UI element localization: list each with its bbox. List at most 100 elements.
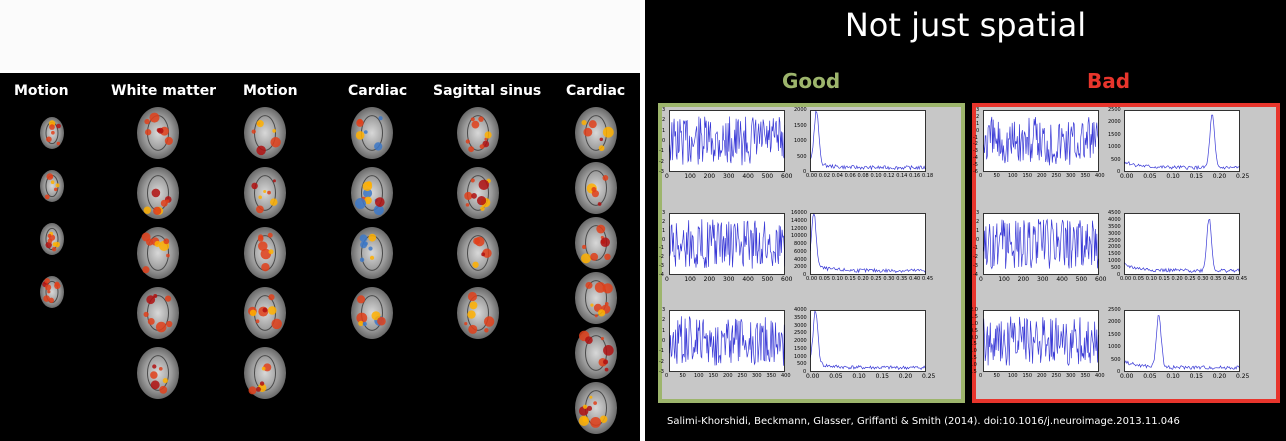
y-tick-label: 0 bbox=[803, 369, 807, 375]
x-tick-label: 600 bbox=[781, 276, 793, 283]
x-tick-label: 100 bbox=[684, 173, 696, 180]
y-tick-label: 1000 bbox=[1108, 344, 1121, 351]
y-tick-label: 1.0 bbox=[970, 320, 978, 327]
y-tick-label: 1000 bbox=[1108, 144, 1121, 151]
y-tick-label: 1500 bbox=[794, 122, 807, 129]
x-tick-label: 350 bbox=[1080, 373, 1091, 379]
y-tick-label: 500 bbox=[1111, 156, 1121, 163]
y-tick-label: -4 bbox=[659, 272, 664, 278]
x-tick-label: 0.10 bbox=[1145, 276, 1157, 282]
plot-svg bbox=[983, 110, 1099, 172]
citation: Salimi-Khorshidi, Beckmann, Glasser, Gri… bbox=[667, 416, 1180, 427]
y-tick-label: 1500 bbox=[794, 345, 807, 352]
y-tick-label: -4 bbox=[973, 155, 978, 162]
brain-slice bbox=[40, 276, 64, 308]
y-tick-label: 3 bbox=[662, 107, 666, 113]
series-line bbox=[810, 213, 926, 274]
y-tick-label: -1 bbox=[659, 348, 664, 355]
y-tick-label: 8000 bbox=[794, 241, 807, 247]
good-spectrum-plot-2 bbox=[810, 213, 926, 275]
brain-slice bbox=[244, 107, 286, 159]
x-tick-label: 0.45 bbox=[922, 276, 934, 282]
bad-timeseries-plot-1 bbox=[983, 110, 1099, 172]
brain-slice bbox=[575, 327, 617, 379]
y-tick-label: 1 bbox=[662, 127, 666, 134]
y-tick-label: 1000 bbox=[794, 138, 807, 144]
x-tick-label: 0.16 bbox=[909, 173, 921, 179]
y-tick-label: 1 bbox=[662, 227, 666, 234]
column-label-3: Motion bbox=[243, 83, 298, 99]
y-tick-label: -3 bbox=[659, 263, 664, 270]
brain-slice bbox=[575, 107, 617, 159]
y-tick-label: -1.5 bbox=[967, 355, 977, 362]
good-label: Good bbox=[782, 69, 841, 93]
brain-slice bbox=[40, 117, 64, 149]
x-tick-label: 0.25 bbox=[1236, 173, 1250, 180]
y-tick-label: 1000 bbox=[794, 353, 807, 360]
plot-frame bbox=[669, 213, 785, 275]
y-tick-label: 1.5 bbox=[970, 313, 978, 320]
x-tick-label: 0.25 bbox=[870, 276, 882, 282]
x-tick-label: 0.00 bbox=[1120, 173, 1134, 180]
y-tick-label: -4 bbox=[973, 272, 978, 278]
bad-timeseries-plot-2 bbox=[983, 213, 1099, 275]
y-tick-label: 0 bbox=[803, 272, 807, 278]
x-tick-label: 0.30 bbox=[883, 276, 895, 282]
good-spectrum-plot-1 bbox=[810, 110, 926, 172]
column-label-2: White matter bbox=[111, 83, 217, 99]
y-tick-label: 2000 bbox=[1108, 319, 1121, 326]
x-tick-label: 400 bbox=[781, 373, 791, 379]
x-tick-label: 100 bbox=[998, 276, 1010, 283]
x-tick-label: 0 bbox=[665, 173, 669, 180]
x-tick-label: 0.20 bbox=[1212, 373, 1227, 380]
x-tick-label: 600 bbox=[781, 173, 793, 180]
x-tick-label: 0.00 bbox=[806, 373, 820, 380]
x-tick-label: 250 bbox=[1051, 173, 1062, 179]
plot-frame bbox=[1124, 310, 1240, 372]
brain-slice bbox=[457, 107, 499, 159]
y-tick-label: -2 bbox=[659, 254, 664, 261]
x-tick-label: 300 bbox=[1066, 373, 1076, 379]
x-tick-label: 0.20 bbox=[1212, 173, 1227, 180]
x-tick-label: 0.18 bbox=[922, 173, 934, 179]
y-tick-label: 2 bbox=[976, 218, 980, 225]
y-tick-label: -1 bbox=[659, 245, 664, 252]
y-tick-label: 2000 bbox=[794, 107, 807, 113]
y-tick-label: 0 bbox=[976, 236, 980, 243]
y-tick-label: 3000 bbox=[794, 322, 807, 329]
x-tick-label: 0.00 bbox=[806, 173, 818, 179]
x-tick-label: 100 bbox=[684, 276, 696, 283]
brain-slice bbox=[575, 272, 617, 324]
y-tick-label: 0 bbox=[976, 127, 980, 134]
y-tick-label: 500 bbox=[1111, 265, 1121, 272]
x-tick-label: 0.00 bbox=[806, 276, 818, 282]
bad-label: Bad bbox=[1087, 69, 1131, 93]
plot-frame bbox=[810, 213, 926, 275]
x-tick-label: 400 bbox=[742, 276, 754, 283]
brain-slice bbox=[244, 287, 286, 339]
plot-frame bbox=[669, 110, 785, 172]
x-tick-label: 0.10 bbox=[831, 276, 843, 282]
x-tick-label: 150 bbox=[708, 373, 719, 379]
y-tick-label: 12000 bbox=[791, 225, 807, 232]
y-tick-label: 1 bbox=[976, 227, 980, 234]
x-tick-label: 0.04 bbox=[831, 173, 843, 179]
y-tick-label: 2500 bbox=[1108, 307, 1121, 313]
x-tick-label: 0.05 bbox=[1143, 173, 1157, 180]
y-tick-label: -2 bbox=[659, 358, 664, 365]
x-tick-label: 200 bbox=[723, 373, 733, 379]
x-tick-label: 50 bbox=[993, 173, 1000, 179]
x-tick-label: 100 bbox=[1008, 373, 1018, 379]
plot-frame bbox=[983, 213, 1099, 275]
brain-slice bbox=[40, 170, 64, 202]
y-tick-label: 1 bbox=[976, 120, 980, 127]
x-tick-label: 300 bbox=[1066, 173, 1076, 179]
timeseries-slide: Not just spatial Good Bad 0 100 200 300 400 5… bbox=[645, 0, 1286, 441]
brain-slice bbox=[575, 162, 617, 214]
watermark-band bbox=[0, 0, 640, 70]
plot-svg bbox=[1124, 213, 1240, 275]
y-tick-label: 3500 bbox=[1108, 223, 1121, 230]
plot-frame bbox=[1124, 110, 1240, 172]
x-tick-label: 200 bbox=[1017, 276, 1030, 283]
brain-slice bbox=[244, 347, 286, 399]
